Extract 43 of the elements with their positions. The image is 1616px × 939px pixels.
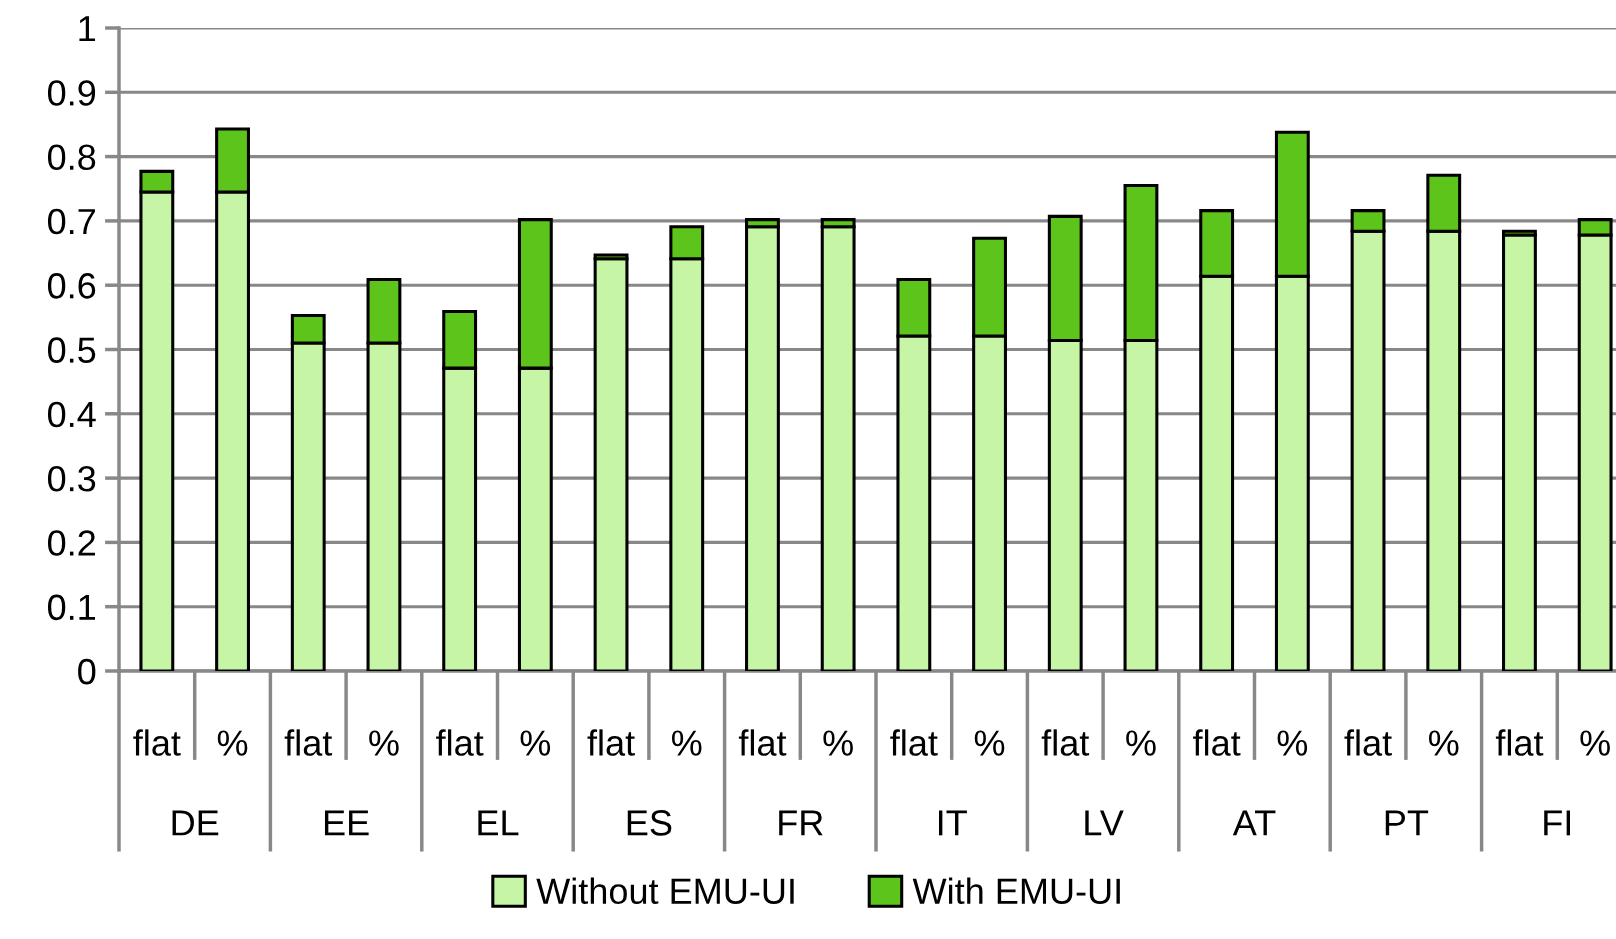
- y-tick-label: 0.7: [47, 208, 95, 235]
- y-tick-label: 0.9: [47, 80, 96, 106]
- x-tick-label: flat: [890, 729, 938, 756]
- y-tick-label: 0.5: [47, 337, 96, 363]
- text: EE: [324, 810, 369, 836]
- x-tick-label: %: [823, 730, 853, 756]
- y-tick-label: 0.4: [47, 401, 96, 428]
- x-tick-label: flat: [1193, 729, 1241, 756]
- y-tick-label: 1: [79, 16, 96, 42]
- legend-label: With EMU-UI: [912, 877, 1120, 905]
- y-tick-label: 0.6: [47, 273, 96, 299]
- x-tick-label: %: [1580, 730, 1610, 756]
- legend-label: Without EMU-UI: [536, 877, 794, 905]
- x-tick-label: flat: [284, 729, 333, 756]
- x-tick-label: %: [369, 730, 399, 756]
- text: FI: [1544, 810, 1571, 836]
- y-tick-label: 0: [78, 658, 96, 685]
- text: DE: [172, 810, 219, 836]
- x-tick-label: flat: [436, 729, 484, 756]
- x-tick-label: flat: [1495, 729, 1544, 756]
- x-tick-label: %: [1126, 730, 1156, 756]
- text: ES: [627, 810, 672, 836]
- x-tick-label: %: [974, 730, 1005, 756]
- y-tick-label: 0.2: [47, 530, 95, 556]
- y-tick-label: 0.3: [47, 465, 96, 492]
- x-tick-label: %: [1277, 730, 1308, 756]
- y-tick-label: 0.1: [47, 594, 96, 621]
- text: LV: [1085, 810, 1124, 836]
- text: FR: [779, 810, 823, 836]
- text: PT: [1385, 810, 1429, 836]
- text: AT: [1232, 810, 1276, 836]
- text: IT: [938, 810, 967, 836]
- x-tick-label: flat: [587, 729, 635, 756]
- x-tick-label: flat: [1041, 729, 1090, 756]
- x-tick-label: flat: [738, 729, 787, 756]
- y-tick-label: 0.8: [47, 144, 96, 171]
- x-tick-label: flat: [133, 729, 181, 756]
- x-tick-label: %: [520, 730, 551, 756]
- x-tick-label: %: [217, 730, 248, 756]
- x-tick-label: flat: [1344, 729, 1392, 756]
- x-tick-label: %: [1428, 730, 1459, 756]
- x-tick-label: %: [671, 730, 702, 756]
- text: EL: [478, 810, 519, 836]
